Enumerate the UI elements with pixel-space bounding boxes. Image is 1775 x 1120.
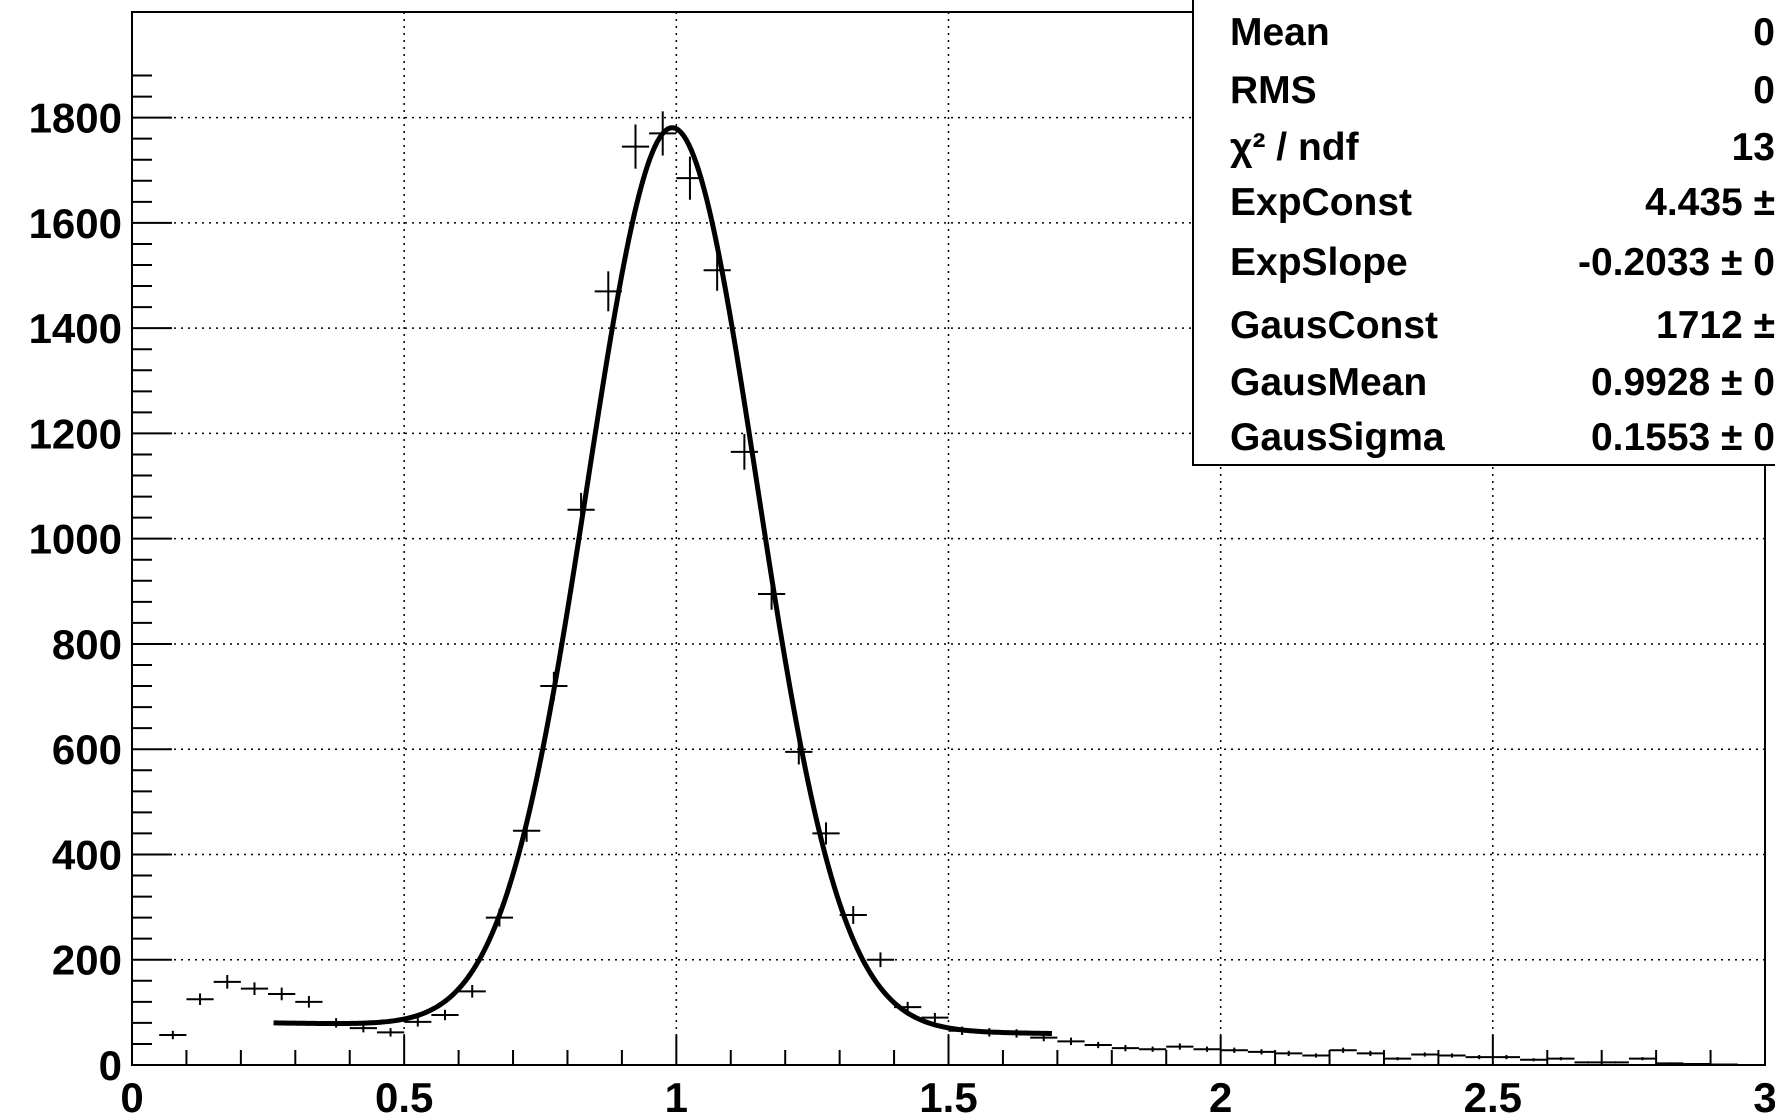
data-point bbox=[1683, 1062, 1711, 1065]
stats-row-value: -0.2033 ± 0 bbox=[1578, 241, 1775, 284]
y-tick-label: 1800 bbox=[29, 95, 122, 142]
x-tick-label: 0.5 bbox=[375, 1074, 433, 1120]
x-tick-label: 1 bbox=[665, 1074, 688, 1120]
data-point bbox=[1057, 1037, 1085, 1045]
x-tick-label: 2 bbox=[1209, 1074, 1232, 1120]
stats-row-label: RMS bbox=[1230, 69, 1317, 112]
stats-row-label: GausConst bbox=[1230, 304, 1438, 347]
data-point bbox=[812, 822, 840, 845]
data-point bbox=[621, 124, 650, 169]
y-tick-label: 600 bbox=[52, 726, 122, 773]
data-point bbox=[1139, 1046, 1167, 1052]
stats-row-label: ExpConst bbox=[1230, 181, 1412, 224]
data-point bbox=[1411, 1052, 1439, 1057]
data-point bbox=[1656, 1062, 1684, 1065]
fit-curve bbox=[273, 125, 1052, 1036]
data-point bbox=[404, 1017, 432, 1027]
data-point bbox=[1247, 1049, 1276, 1055]
stats-box: Mean 0 RMS 0 χ² / ndf 13 ExpConst 4.435 ± ExpSlo… bbox=[1192, 0, 1775, 466]
y-tick-label: 1600 bbox=[29, 200, 122, 247]
data-point bbox=[458, 985, 486, 998]
data-point bbox=[1302, 1053, 1330, 1058]
data-point bbox=[1710, 1063, 1738, 1066]
y-tick-label: 1400 bbox=[29, 305, 122, 352]
stats-row-value: 13 bbox=[1732, 126, 1775, 169]
data-point bbox=[1193, 1046, 1221, 1052]
stats-row-value: 0 bbox=[1753, 69, 1775, 112]
stats-row-label: GausSigma bbox=[1230, 416, 1445, 459]
x-tick-label: 0 bbox=[120, 1074, 143, 1120]
stats-row-label: GausMean bbox=[1230, 361, 1427, 404]
data-point bbox=[1601, 1061, 1629, 1064]
x-tick-label: 3 bbox=[1753, 1074, 1775, 1120]
data-point bbox=[1574, 1061, 1602, 1064]
y-tick-label: 400 bbox=[52, 831, 122, 878]
stats-row-value: 0 bbox=[1753, 11, 1775, 54]
data-point bbox=[186, 993, 214, 1005]
data-point bbox=[1465, 1055, 1493, 1060]
data-point bbox=[268, 987, 296, 1001]
data-point bbox=[431, 1009, 459, 1021]
data-point bbox=[1329, 1047, 1357, 1053]
data-point bbox=[376, 1028, 405, 1037]
data-point bbox=[1111, 1045, 1140, 1052]
data-point bbox=[921, 1012, 949, 1023]
data-point bbox=[1166, 1043, 1194, 1050]
stats-row-label: χ² / ndf bbox=[1230, 126, 1360, 169]
data-point bbox=[1547, 1057, 1575, 1061]
data-point bbox=[1275, 1050, 1303, 1057]
stats-row-value: 1712 ± bbox=[1656, 304, 1775, 347]
data-point bbox=[1084, 1041, 1112, 1049]
data-point bbox=[240, 982, 269, 995]
data-point bbox=[159, 1030, 187, 1040]
y-tick-label: 1000 bbox=[29, 516, 122, 563]
stats-row-value: 0.9928 ± 0 bbox=[1591, 361, 1775, 404]
y-tick-label: 800 bbox=[52, 621, 122, 668]
data-point bbox=[1220, 1047, 1248, 1053]
stats-row-value: 4.435 ± bbox=[1645, 181, 1775, 224]
data-point bbox=[1628, 1057, 1657, 1061]
data-point bbox=[1438, 1053, 1466, 1058]
data-point bbox=[1492, 1055, 1521, 1060]
y-tick-label: 200 bbox=[52, 937, 122, 984]
data-point bbox=[1383, 1057, 1412, 1061]
x-tick-label: 2.5 bbox=[1464, 1074, 1522, 1120]
data-point bbox=[1520, 1058, 1548, 1062]
y-tick-label: 1200 bbox=[29, 410, 122, 457]
data-point bbox=[1356, 1050, 1384, 1057]
x-tick-label: 1.5 bbox=[919, 1074, 977, 1120]
data-point bbox=[866, 952, 895, 968]
stats-box-frame bbox=[1192, 0, 1775, 466]
stats-row-label: ExpSlope bbox=[1230, 241, 1408, 284]
stats-row-label: Mean bbox=[1230, 11, 1330, 54]
data-point bbox=[213, 975, 241, 989]
stats-row-value: 0.1553 ± 0 bbox=[1591, 416, 1775, 459]
y-tick-label: 0 bbox=[99, 1042, 122, 1089]
data-point bbox=[295, 996, 323, 1008]
axes: 0 0.5 1 1.5 2 2.5 3 0 200 400 600 800 1000 1200 1400 16… bbox=[29, 11, 1775, 1120]
